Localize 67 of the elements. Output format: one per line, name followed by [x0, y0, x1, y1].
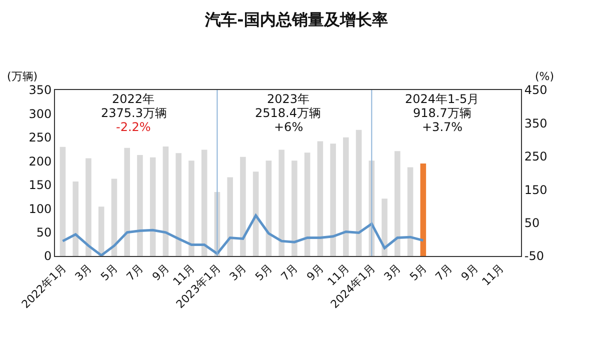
y2-tick-label: 450: [524, 83, 548, 98]
y-tick-label: 250: [28, 130, 52, 145]
x-tick-label: 5月: [407, 262, 430, 284]
bar: [201, 150, 208, 256]
bar: [150, 157, 156, 256]
x-tick-label: 7月: [433, 262, 455, 284]
x-tick-label: 9月: [150, 262, 172, 284]
y-tick-label: 200: [28, 154, 52, 168]
bar: [162, 146, 169, 256]
annotation: +6%: [274, 120, 304, 134]
line-series: [61, 214, 424, 256]
annotation: 2022年: [112, 92, 155, 106]
y-tick-label: 100: [28, 202, 52, 216]
y-tick-label: 350: [28, 83, 52, 98]
y-tick-label: 150: [28, 178, 52, 192]
bar: [72, 182, 78, 256]
annotation: +3.7%: [422, 120, 463, 134]
x-tick-label: 7月: [124, 262, 146, 284]
bar: [240, 156, 246, 256]
bar: [252, 172, 259, 256]
bar: [266, 160, 272, 256]
bar: [292, 160, 298, 256]
x-tick-label: 7月: [278, 262, 300, 284]
annotation: 2024年1-5月: [405, 92, 480, 106]
chart-title: 汽车-国内总销量及增长率: [204, 10, 388, 29]
y2-tick-label: 350: [524, 116, 548, 130]
x-tick-label: 3月: [382, 262, 404, 284]
bar: [278, 150, 284, 256]
bar: [394, 151, 400, 256]
x-tick-label: 5月: [252, 262, 275, 284]
bar: [420, 164, 426, 256]
y-tick-label: 300: [28, 106, 52, 121]
y2-axis-title: (%): [535, 70, 554, 83]
bar: [98, 206, 104, 256]
annotation: 2518.4万辆: [255, 106, 321, 120]
annotation: 2375.3万辆: [101, 106, 167, 120]
bar: [227, 177, 233, 256]
bar: [407, 167, 414, 256]
y-axis-title: (万辆): [7, 70, 38, 83]
y2-tick-label: 250: [524, 150, 548, 164]
bar: [124, 148, 130, 256]
y-tick-label: 0: [44, 249, 52, 264]
x-tick-label: 11月: [480, 262, 506, 288]
bar: [304, 152, 310, 256]
bar: [176, 153, 182, 256]
bar: [137, 154, 143, 256]
x-tick-label: 3月: [72, 262, 94, 284]
bar: [343, 137, 349, 256]
x-tick-label: 5月: [98, 262, 120, 284]
bar: [86, 158, 92, 256]
x-tick-label: 9月: [304, 262, 326, 284]
bar: [188, 160, 194, 256]
bar: [111, 178, 118, 256]
annotation: 918.7万辆: [413, 106, 472, 120]
x-tick-label: 3月: [227, 262, 249, 284]
y2-tick-label: 150: [524, 182, 548, 197]
y2-tick-label: 50: [524, 216, 540, 230]
annotation: -2.2%: [116, 120, 151, 134]
bar: [356, 130, 362, 256]
bar: [382, 198, 388, 256]
y2-tick-label: -50: [524, 249, 544, 264]
annotation: 2023年: [267, 92, 310, 106]
x-tick-label: 9月: [458, 262, 481, 284]
bar: [330, 144, 336, 256]
bar: [317, 141, 324, 256]
y-tick-label: 50: [36, 225, 52, 240]
bar: [60, 146, 66, 256]
